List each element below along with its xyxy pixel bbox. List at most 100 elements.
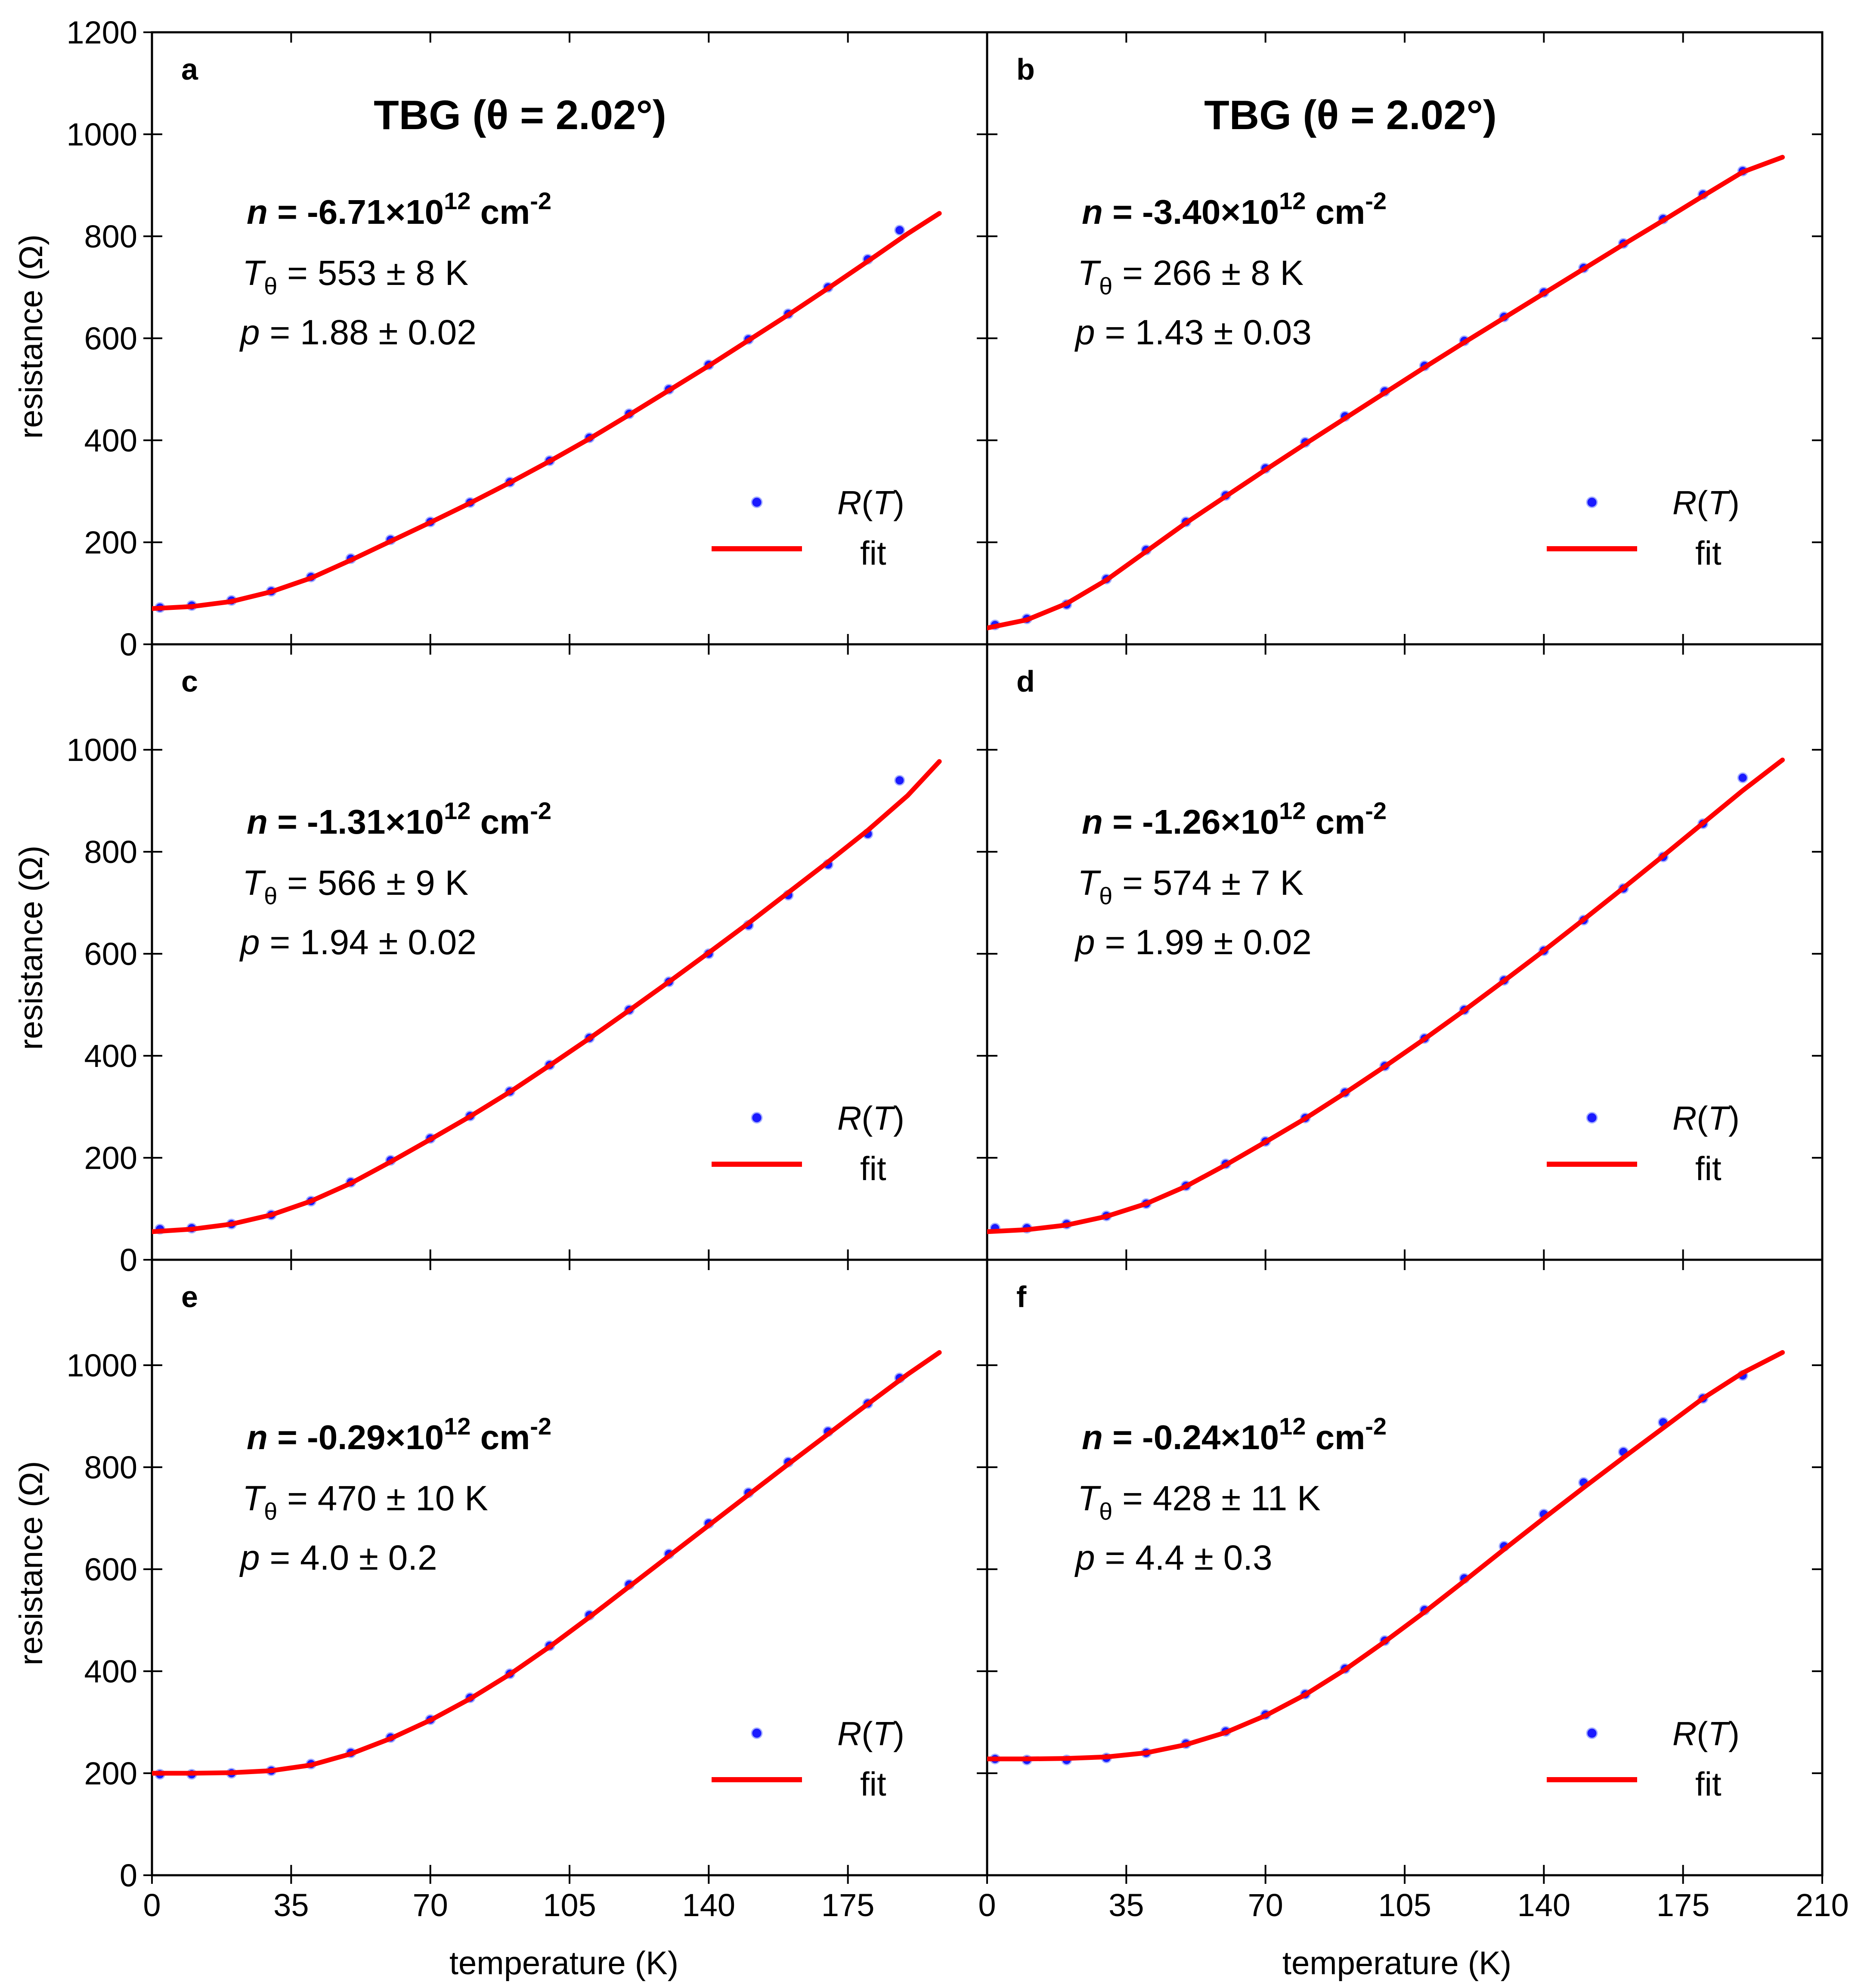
p-annotation: p = 1.99 ± 0.02 bbox=[1074, 923, 1312, 962]
y-tick-label: 600 bbox=[84, 1552, 137, 1587]
x-tick-label: 70 bbox=[413, 1887, 448, 1923]
T-theta-annotation: Tθ = 566 ± 9 K bbox=[242, 863, 468, 909]
data-point bbox=[894, 775, 905, 786]
legend-data-label: R(T) bbox=[837, 1715, 904, 1753]
y-tick-label: 800 bbox=[84, 834, 137, 870]
y-axis-title-middle: resistance (Ω) bbox=[13, 846, 50, 1050]
y-tick-label: 400 bbox=[84, 1654, 137, 1689]
panel-annotations: a TBG (θ = 2.02°) n = -6.71×1012 cm-2 Tθ = … bbox=[181, 53, 1740, 1803]
legend-data-label: R(T) bbox=[1672, 484, 1740, 522]
legend-fit-label: fit bbox=[860, 534, 886, 572]
y-tick-label: 1000 bbox=[66, 732, 137, 768]
density-annotation: n = -0.29×1012 cm-2 bbox=[247, 1413, 551, 1456]
panel-letter: e bbox=[181, 1280, 198, 1314]
legend-data-label: R(T) bbox=[837, 1099, 904, 1137]
y-tick-label: 0 bbox=[120, 627, 137, 662]
panel-e-plot bbox=[152, 1350, 942, 1780]
panel-f-plot bbox=[987, 1350, 1785, 1765]
panel-title: TBG (θ = 2.02°) bbox=[374, 92, 666, 138]
p-annotation: p = 1.88 ± 0.02 bbox=[239, 313, 477, 352]
tick-labels: 0 200 400 600 800 1000 1200 0 200 400 600 800 1000 0 2… bbox=[66, 15, 1849, 1923]
x-tick-label: 175 bbox=[821, 1887, 874, 1923]
density-annotation: n = -3.40×1012 cm-2 bbox=[1082, 187, 1387, 231]
legend-fit-label: fit bbox=[1695, 534, 1722, 572]
x-axis-title-right: temperature (K) bbox=[1282, 1945, 1511, 1982]
p-annotation: p = 1.43 ± 0.03 bbox=[1074, 313, 1312, 352]
T-theta-annotation: Tθ = 470 ± 10 K bbox=[242, 1479, 488, 1525]
data-marks bbox=[152, 155, 1785, 1780]
x-tick-label: 105 bbox=[543, 1887, 596, 1923]
fit-line bbox=[152, 211, 942, 611]
legend-data-label: R(T) bbox=[1672, 1099, 1740, 1137]
p-annotation: p = 4.4 ± 0.3 bbox=[1074, 1538, 1273, 1577]
panel-title: TBG (θ = 2.02°) bbox=[1204, 92, 1497, 138]
density-annotation: n = -1.31×1012 cm-2 bbox=[247, 797, 551, 841]
fit-line bbox=[152, 759, 942, 1234]
panel-letter: b bbox=[1016, 53, 1035, 86]
T-theta-annotation: Tθ = 574 ± 7 K bbox=[1078, 863, 1304, 909]
data-point bbox=[894, 225, 905, 236]
fit-line bbox=[987, 757, 1785, 1234]
panel-c-plot bbox=[152, 759, 942, 1235]
legend-data-marker bbox=[1586, 1727, 1598, 1739]
y-tick-label: 800 bbox=[84, 1450, 137, 1485]
panel-letter: a bbox=[181, 53, 198, 86]
y-axis-title-top: resistance (Ω) bbox=[13, 235, 50, 439]
legend-fit-label: fit bbox=[860, 1765, 886, 1803]
y-tick-label: 600 bbox=[84, 321, 137, 356]
density-annotation: n = -1.26×1012 cm-2 bbox=[1082, 797, 1387, 841]
y-tick-label: 400 bbox=[84, 423, 137, 458]
x-tick-label: 105 bbox=[1378, 1887, 1431, 1923]
fit-line bbox=[152, 1350, 942, 1776]
legend-data-marker bbox=[1586, 496, 1598, 508]
x-axis-title-left: temperature (K) bbox=[449, 1945, 678, 1982]
panel-letter: d bbox=[1016, 665, 1035, 698]
legend-fit-label: fit bbox=[1695, 1150, 1722, 1187]
x-tick-label: 140 bbox=[682, 1887, 735, 1923]
y-tick-label: 800 bbox=[84, 219, 137, 254]
y-tick-label: 400 bbox=[84, 1038, 137, 1074]
x-tick-label: 70 bbox=[1248, 1887, 1283, 1923]
density-annotation: n = -0.24×1012 cm-2 bbox=[1082, 1413, 1387, 1456]
y-tick-label: 600 bbox=[84, 936, 137, 972]
y-tick-label: 200 bbox=[84, 1140, 137, 1176]
fit-line bbox=[987, 155, 1785, 631]
p-annotation: p = 1.94 ± 0.02 bbox=[239, 923, 477, 962]
y-tick-label: 1000 bbox=[66, 117, 137, 152]
density-annotation: n = -6.71×1012 cm-2 bbox=[247, 187, 551, 231]
legend-data-marker bbox=[751, 1112, 763, 1124]
x-tick-label: 0 bbox=[978, 1887, 996, 1923]
y-tick-label: 0 bbox=[120, 1242, 137, 1278]
fit-line bbox=[987, 1350, 1785, 1762]
y-tick-label: 200 bbox=[84, 1756, 137, 1791]
panel-d-plot bbox=[987, 757, 1785, 1234]
legend-data-marker bbox=[751, 1727, 763, 1739]
y-tick-label: 200 bbox=[84, 525, 137, 560]
p-annotation: p = 4.0 ± 0.2 bbox=[239, 1538, 437, 1577]
x-tick-label: 0 bbox=[143, 1887, 161, 1923]
y-axis-title-bottom: resistance (Ω) bbox=[13, 1461, 50, 1666]
legend-fit-label: fit bbox=[1695, 1765, 1722, 1803]
axis-ticks bbox=[143, 31, 1823, 1884]
x-tick-label: 175 bbox=[1657, 1887, 1709, 1923]
T-theta-annotation: Tθ = 266 ± 8 K bbox=[1078, 254, 1304, 300]
x-tick-label: 35 bbox=[1108, 1887, 1144, 1923]
data-point bbox=[1737, 772, 1748, 783]
panel-letter: f bbox=[1016, 1280, 1027, 1314]
legend-data-marker bbox=[1586, 1112, 1598, 1124]
y-tick-label: 1000 bbox=[66, 1348, 137, 1383]
x-tick-label: 140 bbox=[1517, 1887, 1570, 1923]
x-tick-label: 210 bbox=[1796, 1887, 1849, 1923]
legend-data-label: R(T) bbox=[1672, 1715, 1740, 1753]
T-theta-annotation: Tθ = 428 ± 11 K bbox=[1078, 1479, 1321, 1525]
panel-a-plot bbox=[152, 211, 942, 613]
y-tick-label: 1200 bbox=[66, 15, 137, 50]
panel-b-plot bbox=[987, 155, 1785, 631]
legend-data-label: R(T) bbox=[837, 484, 904, 522]
legend-fit-label: fit bbox=[860, 1150, 886, 1187]
T-theta-annotation: Tθ = 553 ± 8 K bbox=[242, 254, 468, 300]
legend-data-marker bbox=[751, 496, 763, 508]
x-tick-label: 35 bbox=[273, 1887, 309, 1923]
y-tick-label: 0 bbox=[120, 1858, 137, 1893]
